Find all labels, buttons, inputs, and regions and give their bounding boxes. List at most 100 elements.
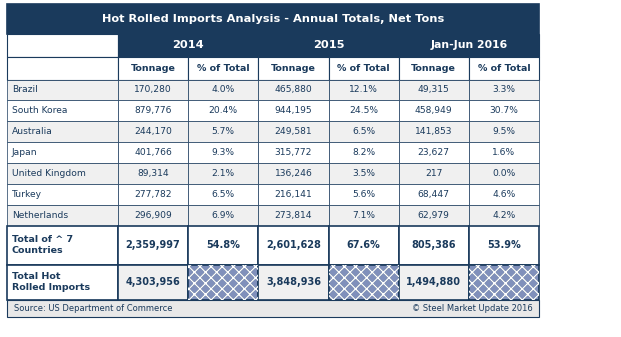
Bar — [118, 57, 188, 80]
Text: South Korea: South Korea — [12, 106, 67, 115]
Bar — [188, 121, 258, 142]
Bar — [469, 265, 539, 300]
Bar — [469, 100, 539, 121]
Bar — [7, 100, 118, 121]
Bar — [469, 57, 539, 80]
Text: 68,447: 68,447 — [418, 190, 450, 199]
Text: 1.6%: 1.6% — [492, 148, 515, 157]
Text: 141,853: 141,853 — [415, 127, 453, 136]
Bar — [469, 205, 539, 226]
Text: 4,303,956: 4,303,956 — [125, 277, 181, 287]
Bar — [329, 142, 399, 163]
Text: 249,581: 249,581 — [274, 127, 312, 136]
Text: Japan: Japan — [12, 148, 37, 157]
Text: 2.1%: 2.1% — [212, 169, 235, 178]
Bar — [118, 184, 188, 205]
Bar — [329, 80, 399, 100]
Bar — [469, 142, 539, 163]
Bar — [118, 80, 188, 100]
Text: 465,880: 465,880 — [274, 86, 312, 94]
Text: Turkey: Turkey — [12, 190, 42, 199]
Bar — [258, 121, 329, 142]
Bar — [329, 226, 399, 265]
Text: 879,776: 879,776 — [134, 106, 172, 115]
Text: 2015: 2015 — [313, 40, 344, 50]
Text: 2,359,997: 2,359,997 — [125, 240, 181, 250]
Text: 12.1%: 12.1% — [349, 86, 378, 94]
Bar — [258, 34, 399, 57]
Bar — [118, 34, 258, 57]
Text: 296,909: 296,909 — [134, 211, 172, 220]
Bar — [258, 100, 329, 121]
Bar — [188, 226, 258, 265]
Text: 136,246: 136,246 — [274, 169, 312, 178]
Text: 217: 217 — [425, 169, 442, 178]
Bar — [329, 205, 399, 226]
Text: 53.9%: 53.9% — [487, 240, 521, 250]
Bar — [118, 100, 188, 121]
Bar — [399, 265, 469, 300]
Text: 89,314: 89,314 — [137, 169, 169, 178]
Text: 315,772: 315,772 — [274, 148, 312, 157]
Text: Jan-Jun 2016: Jan-Jun 2016 — [430, 40, 507, 50]
Text: 277,782: 277,782 — [134, 190, 172, 199]
Text: 3.3%: 3.3% — [492, 86, 515, 94]
Text: 244,170: 244,170 — [134, 127, 172, 136]
Bar — [188, 100, 258, 121]
Text: 62,979: 62,979 — [418, 211, 450, 220]
Bar — [188, 57, 258, 80]
Bar — [118, 142, 188, 163]
Text: 2,601,628: 2,601,628 — [266, 240, 321, 250]
Bar — [7, 300, 539, 317]
Bar — [399, 121, 469, 142]
Bar — [258, 163, 329, 184]
Bar — [118, 121, 188, 142]
Text: 1,494,880: 1,494,880 — [406, 277, 461, 287]
Bar — [399, 57, 469, 80]
Bar — [469, 80, 539, 100]
Text: 49,315: 49,315 — [418, 86, 450, 94]
Text: 30.7%: 30.7% — [489, 106, 519, 115]
Bar — [7, 57, 118, 80]
Bar — [7, 34, 118, 57]
Bar — [329, 265, 399, 300]
Bar — [7, 142, 118, 163]
Bar — [7, 205, 118, 226]
Text: United Kingdom: United Kingdom — [12, 169, 86, 178]
Text: 944,195: 944,195 — [274, 106, 312, 115]
Bar — [118, 163, 188, 184]
Text: 20.4%: 20.4% — [209, 106, 238, 115]
Text: 9.3%: 9.3% — [212, 148, 235, 157]
Bar — [7, 80, 118, 100]
Text: Tonnage: Tonnage — [130, 64, 176, 72]
Bar — [188, 80, 258, 100]
Bar — [188, 163, 258, 184]
Text: 6.5%: 6.5% — [352, 127, 375, 136]
Text: Brazil: Brazil — [12, 86, 37, 94]
Bar — [399, 184, 469, 205]
Text: 4.6%: 4.6% — [492, 190, 515, 199]
Text: 23,627: 23,627 — [418, 148, 450, 157]
Text: © Steel Market Update 2016: © Steel Market Update 2016 — [412, 304, 533, 313]
Bar — [118, 226, 188, 265]
Text: 401,766: 401,766 — [134, 148, 172, 157]
Bar — [469, 163, 539, 184]
Bar — [329, 184, 399, 205]
Bar — [469, 184, 539, 205]
Bar — [399, 226, 469, 265]
Bar — [258, 265, 329, 300]
Text: 8.2%: 8.2% — [352, 148, 375, 157]
Text: Tonnage: Tonnage — [271, 64, 316, 72]
Bar — [258, 205, 329, 226]
Bar — [329, 265, 399, 300]
Bar — [329, 57, 399, 80]
Text: 24.5%: 24.5% — [349, 106, 378, 115]
Text: 0.0%: 0.0% — [492, 169, 515, 178]
Text: Netherlands: Netherlands — [12, 211, 68, 220]
Text: 170,280: 170,280 — [134, 86, 172, 94]
Bar — [329, 100, 399, 121]
Text: 2014: 2014 — [173, 40, 204, 50]
Text: Australia: Australia — [12, 127, 53, 136]
Bar — [399, 205, 469, 226]
Bar — [7, 121, 118, 142]
